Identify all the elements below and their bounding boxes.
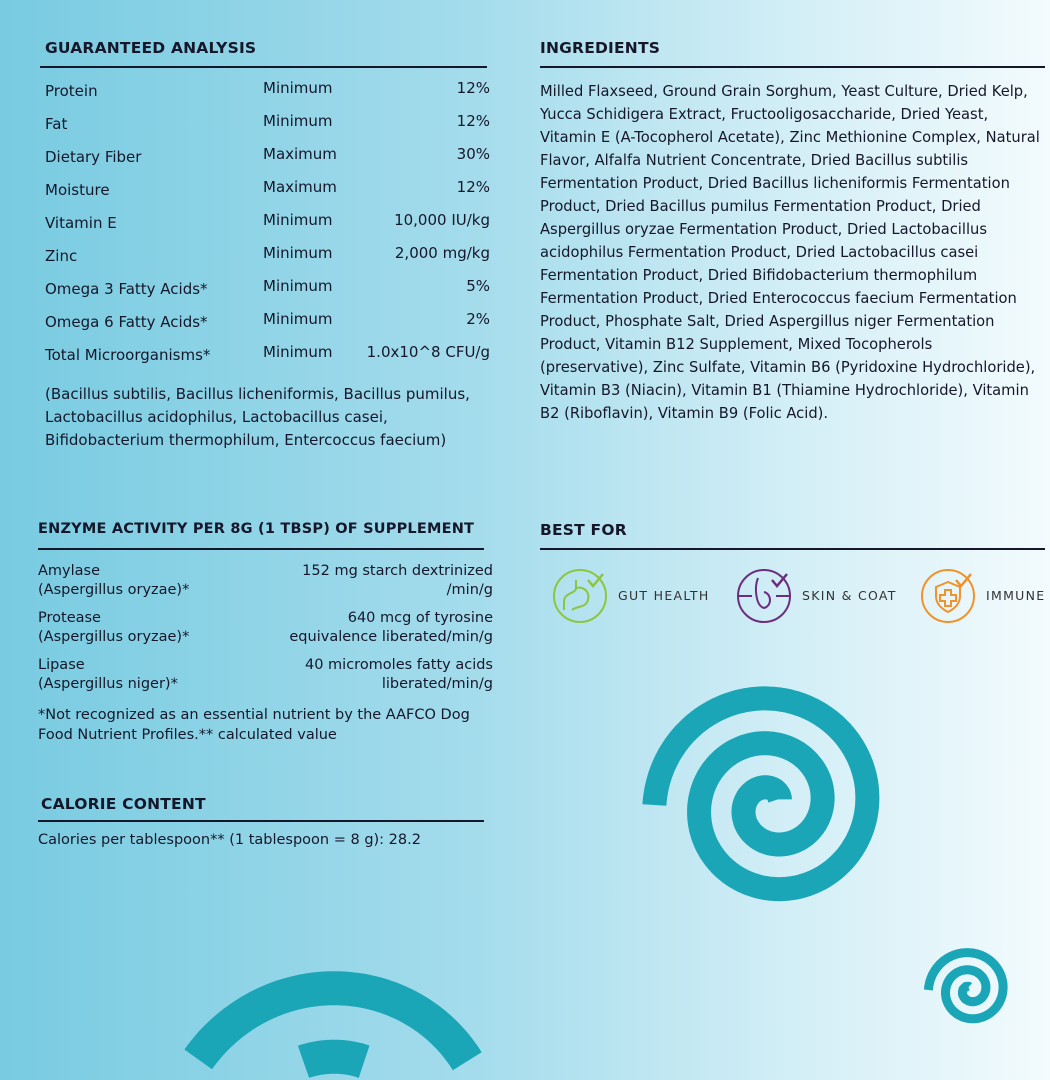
qualifier: Maximum [263, 145, 337, 163]
guaranteed-analysis-title: GUARANTEED ANALYSIS [45, 39, 257, 57]
enzyme-source: (Aspergillus oryzae)* [38, 582, 190, 598]
qualifier: Minimum [263, 244, 333, 262]
skin-coat-label: SKIN & COAT [802, 587, 897, 603]
enzyme-name: Lipase [38, 657, 85, 673]
calorie-content-title: CALORIE CONTENT [41, 795, 206, 813]
divider [40, 66, 487, 68]
strains-note: (Bacillus subtilis, Bacillus licheniform… [45, 385, 470, 449]
best-for-title: BEST FOR [540, 521, 627, 539]
amount: 12% [456, 79, 490, 97]
enzyme-value-unit: /min/g [446, 582, 493, 598]
nutrient-name: Total Microorganisms* [45, 346, 211, 364]
amount: 30% [456, 145, 490, 163]
nutrient-name: Omega 6 Fatty Acids* [45, 313, 208, 331]
qualifier: Minimum [263, 343, 333, 361]
analysis-row: Dietary Fiber Maximum 30% [45, 145, 490, 178]
qualifier: Minimum [263, 310, 333, 328]
divider [38, 548, 484, 550]
amount: 2,000 mg/kg [394, 244, 490, 262]
qualifier: Minimum [263, 211, 333, 229]
amount: 12% [456, 112, 490, 130]
amount: 2% [466, 310, 490, 328]
enzyme-value: 152 mg starch dextrinized [302, 563, 493, 579]
best-for-immune: IMMUNE [920, 566, 1045, 624]
nutrient-name: Dietary Fiber [45, 148, 142, 166]
background-spiral-icon [184, 971, 482, 1078]
nutrient-name: Protein [45, 82, 98, 100]
enzyme-activity-title: ENZYME ACTIVITY PER 8G (1 TBSP) OF SUPPL… [38, 521, 475, 537]
divider [540, 548, 1045, 550]
qualifier: Minimum [263, 79, 333, 97]
nutrient-name: Zinc [45, 247, 78, 265]
analysis-row: Total Microorganisms* Minimum 1.0x10^8 CFU… [45, 343, 490, 376]
calorie-text: Calories per tablespoon** (1 tablespoon … [38, 832, 421, 848]
nutrient-name: Fat [45, 115, 68, 133]
ingredients-title: INGREDIENTS [540, 39, 661, 57]
amount: 12% [456, 178, 490, 196]
enzyme-value-unit: equivalence liberated/min/g [289, 629, 493, 645]
enzyme-value: 40 micromoles fatty acids [304, 657, 493, 673]
divider [540, 66, 1045, 68]
nutrient-name: Moisture [45, 181, 110, 199]
nutrient-name: Vitamin E [45, 214, 117, 232]
small-spiral-logo-icon [923, 948, 1008, 1024]
analysis-row: Moisture Maximum 12% [45, 178, 490, 211]
qualifier: Minimum [263, 112, 333, 130]
enzyme-value: 640 mcg of tyrosine [347, 610, 493, 626]
aafco-footnote: *Not recognized as an essential nutrient… [38, 707, 470, 743]
amount: 10,000 IU/kg [394, 211, 490, 229]
stomach-check-icon [553, 569, 607, 623]
spiral-logo-icon [642, 686, 880, 902]
nutrient-name: Omega 3 Fatty Acids* [45, 280, 208, 298]
enzyme-source: (Aspergillus oryzae)* [38, 629, 190, 645]
ingredients-text: Milled Flaxseed, Ground Grain Sorghum, Y… [540, 83, 1040, 422]
hair-follicle-check-icon [737, 569, 791, 623]
best-for-gut-health: GUT HEALTH [552, 566, 710, 624]
enzyme-name: Protease [38, 610, 101, 626]
analysis-row: Zinc Minimum 2,000 mg/kg [45, 244, 490, 277]
qualifier: Maximum [263, 178, 337, 196]
analysis-row: Vitamin E Minimum 10,000 IU/kg [45, 211, 490, 244]
immune-label: IMMUNE [986, 587, 1046, 603]
enzyme-source: (Aspergillus niger)* [38, 676, 178, 692]
qualifier: Minimum [263, 277, 333, 295]
analysis-row: Protein Minimum 12% [45, 79, 490, 112]
gut-health-label: GUT HEALTH [618, 587, 710, 603]
enzyme-name: Amylase [38, 563, 101, 579]
analysis-row: Omega 3 Fatty Acids* Minimum 5% [45, 277, 490, 310]
amount: 1.0x10^8 CFU/g [366, 343, 490, 361]
shield-cross-check-icon [921, 569, 975, 623]
best-for-skin-coat: SKIN & COAT [736, 566, 897, 624]
divider [38, 820, 484, 822]
analysis-row: Omega 6 Fatty Acids* Minimum 2% [45, 310, 490, 343]
enzyme-value-unit: liberated/min/g [381, 676, 493, 692]
amount: 5% [466, 277, 490, 295]
analysis-row: Fat Minimum 12% [45, 112, 490, 145]
